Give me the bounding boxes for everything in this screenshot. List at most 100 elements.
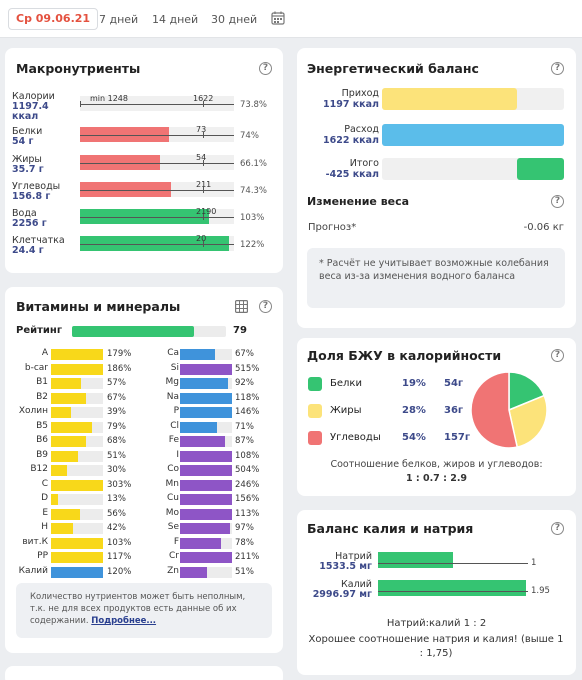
nutrient-name: Cl bbox=[170, 420, 179, 431]
bju-color-swatch bbox=[308, 377, 322, 391]
nutrient-bar bbox=[51, 465, 103, 476]
nutrient-name: Mn bbox=[165, 478, 179, 489]
vitamins-note: Количество нутриентов может быть неполны… bbox=[16, 583, 272, 638]
energy-value: 1197 ккал bbox=[322, 99, 379, 110]
range-30-days[interactable]: 30 дней bbox=[211, 13, 258, 26]
nutrient-bar-fill bbox=[180, 363, 232, 375]
nutrient-name: P bbox=[173, 406, 179, 416]
nutrient-name: Se bbox=[167, 522, 179, 532]
nutrient-bar-fill bbox=[51, 407, 72, 418]
help-icon[interactable]: ? bbox=[551, 195, 564, 208]
nutrient-bar-fill bbox=[180, 465, 232, 476]
energy-bar-fill bbox=[516, 158, 564, 180]
energy-balance-title: Энергетический баланс bbox=[307, 61, 479, 76]
date-selector[interactable]: Ср 09.06.21 bbox=[8, 8, 99, 30]
nutrient-bar-fill bbox=[180, 523, 231, 534]
help-icon[interactable]: ? bbox=[259, 62, 272, 75]
kna-line bbox=[378, 563, 528, 564]
nutrient-name: вит.К bbox=[22, 536, 48, 547]
nutrient-bar bbox=[51, 479, 103, 491]
macro-percent: 74.3% bbox=[240, 186, 268, 196]
nutrient-bar bbox=[51, 508, 103, 520]
macro-norm-line bbox=[80, 163, 234, 164]
more-link[interactable]: Подробнее... bbox=[91, 616, 157, 626]
kna-bar-fill bbox=[378, 552, 454, 568]
kna-ratio: Натрий:калий 1 : 2 bbox=[386, 618, 487, 629]
macro-mark: min 1248 bbox=[90, 94, 128, 103]
nutrient-name: Co bbox=[167, 464, 179, 474]
weight-note: * Расчёт не учитывает возможные колебани… bbox=[307, 248, 565, 308]
macro-value: 54 г bbox=[12, 136, 34, 147]
macro-bar-fill bbox=[80, 155, 161, 170]
help-icon[interactable]: ? bbox=[259, 300, 272, 313]
nutrient-bar bbox=[51, 566, 103, 578]
nutrient-bar-fill bbox=[180, 479, 232, 491]
rating-bar bbox=[72, 326, 226, 337]
macro-value: 35.7 г bbox=[12, 164, 44, 175]
kna-comment: Хорошее соотношение натрия и калия! (выш… bbox=[308, 634, 564, 659]
nutrient-name: Cr bbox=[169, 551, 179, 561]
nutrient-bar-fill bbox=[51, 363, 103, 375]
macro-label: Калории bbox=[12, 91, 55, 102]
kna-number: 1.95 bbox=[531, 586, 550, 596]
nutrient-percent: 57% bbox=[107, 378, 126, 388]
macro-bar-fill bbox=[80, 127, 170, 142]
bju-name: Белки bbox=[330, 378, 362, 389]
macro-norm-line bbox=[80, 135, 234, 136]
nutrient-bar-fill bbox=[180, 421, 217, 433]
forecast-value: -0.06 кг bbox=[523, 222, 564, 233]
table-icon[interactable] bbox=[235, 300, 248, 313]
nutrient-name: Cu bbox=[167, 493, 179, 503]
nutrient-percent: 51% bbox=[107, 450, 126, 461]
nutrient-bar bbox=[51, 421, 103, 433]
macro-bar bbox=[80, 236, 234, 251]
help-icon[interactable]: ? bbox=[551, 349, 564, 362]
macro-label: Белки bbox=[12, 126, 43, 137]
nutrient-percent: 92% bbox=[235, 378, 254, 388]
nutrient-percent: 78% bbox=[235, 537, 254, 548]
macro-tick bbox=[203, 132, 204, 138]
range-7-days[interactable]: 7 дней bbox=[99, 13, 139, 26]
macro-bar-fill bbox=[80, 236, 230, 251]
macro-tick bbox=[203, 160, 204, 166]
nutrient-bar bbox=[180, 363, 232, 375]
macro-mark: 73 bbox=[196, 125, 207, 134]
nutrient-bar bbox=[180, 349, 232, 360]
nutrient-percent: 186% bbox=[107, 363, 132, 374]
rating-value: 79 bbox=[233, 325, 247, 336]
bju-title: Доля БЖУ в калорийности bbox=[307, 348, 502, 363]
energy-label: Приход bbox=[341, 88, 379, 99]
nutrient-bar-fill bbox=[51, 436, 87, 447]
nutrient-name: I bbox=[176, 449, 179, 460]
kna-bar-fill bbox=[378, 580, 526, 596]
nutrient-name: B12 bbox=[30, 464, 48, 474]
help-icon[interactable]: ? bbox=[551, 522, 564, 535]
nutrient-percent: 179% bbox=[107, 349, 132, 359]
nutrient-bar bbox=[51, 436, 103, 447]
potassium-sodium-title: Баланс калия и натрия bbox=[307, 521, 474, 536]
nutrient-percent: 79% bbox=[107, 421, 126, 432]
nutrient-bar bbox=[180, 566, 232, 578]
nutrient-percent: 103% bbox=[107, 537, 132, 548]
nutrient-bar bbox=[180, 421, 232, 433]
nutrient-bar-fill bbox=[51, 552, 103, 563]
calendar-icon[interactable] bbox=[271, 11, 285, 25]
nutrient-bar-fill bbox=[51, 479, 103, 491]
macro-value: 1197.4 bbox=[12, 101, 49, 112]
kna-value: 1533.5 мг bbox=[319, 561, 372, 572]
nutrient-name: Mg bbox=[165, 377, 179, 387]
energy-bar bbox=[382, 88, 564, 110]
kna-bar bbox=[378, 580, 526, 596]
energy-bar bbox=[382, 124, 564, 146]
range-14-days[interactable]: 14 дней bbox=[152, 13, 199, 26]
nutrient-bar-fill bbox=[180, 378, 228, 389]
help-icon[interactable]: ? bbox=[551, 62, 564, 75]
nutrient-name: Si bbox=[170, 362, 179, 373]
nutrient-bar bbox=[51, 523, 103, 534]
nutrient-name: D bbox=[41, 493, 48, 503]
pie-slice-1 bbox=[508, 371, 546, 412]
macro-tick bbox=[203, 187, 204, 193]
kna-value: 2996.97 мг bbox=[312, 589, 372, 600]
bju-percent: 54% bbox=[402, 432, 426, 443]
nutrient-bar bbox=[51, 378, 103, 389]
